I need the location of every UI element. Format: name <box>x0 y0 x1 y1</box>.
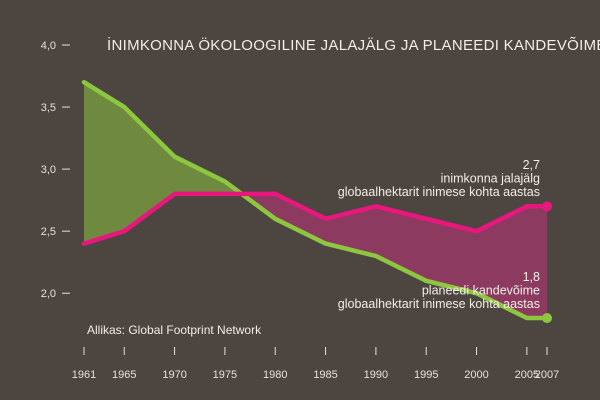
series-label-0-line-1: planeedi kandevõime <box>422 284 540 298</box>
y-tick-label-2: 3,0 <box>41 164 56 176</box>
series-line-1 <box>81 191 550 246</box>
series-end-marker-0 <box>542 313 552 324</box>
series-line-0 <box>81 79 550 321</box>
x-axis: 1961 1965 1970 1975 1980 1985 1990 1995 2000 2005… <box>72 347 559 381</box>
x-tick-label-8: 2000 <box>464 369 488 381</box>
x-tick-label-1: 1965 <box>112 369 136 381</box>
x-tick-label-5: 1985 <box>313 369 337 381</box>
series-end-marker-1 <box>542 201 552 212</box>
chart-title: İNIMKONNA ÖKOLOOGILINE JALAJÄLG JA PLANE… <box>107 36 600 54</box>
y-tick-label-4: 4,0 <box>41 40 56 52</box>
series-label-1-line-1: inimkonna jalajälg <box>441 172 540 186</box>
x-tick-label-2: 1970 <box>162 369 186 381</box>
x-tick-label-6: 1990 <box>364 369 388 381</box>
area-fills <box>84 82 547 318</box>
fill-pink-above-1 <box>241 193 547 318</box>
x-tick-label-4: 1980 <box>263 369 287 381</box>
series-label-0-line-2: globaalhektarit inimese kohta aastas <box>338 297 540 311</box>
y-tick-label-1: 2,5 <box>41 226 56 238</box>
y-tick-label-3: 3,5 <box>41 102 56 114</box>
y-tick-label-0: 2,0 <box>41 288 56 300</box>
fill-green-above-0 <box>84 82 242 244</box>
x-tick-label-9: 2005 <box>515 369 539 381</box>
y-axis: 2,0 2,5 3,0 3,5 4,0 <box>41 40 70 300</box>
x-tick-label-7: 1995 <box>414 369 438 381</box>
x-tick-label-0: 1961 <box>72 369 96 381</box>
series-label-1-line-0: 2,7 <box>523 158 540 172</box>
x-tick-label-10: 2007 <box>535 369 559 381</box>
series-label-0-line-0: 1,8 <box>523 270 540 284</box>
x-tick-label-3: 1975 <box>213 369 237 381</box>
series-label-1-line-2: globaalhektarit inimese kohta aastas <box>338 185 540 199</box>
source-note: Allikas: Global Footprint Network <box>87 323 262 337</box>
series-lines <box>81 79 552 324</box>
